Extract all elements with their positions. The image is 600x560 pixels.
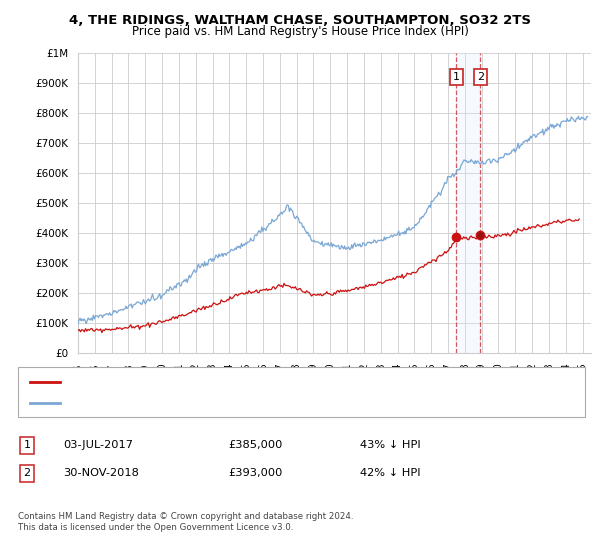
Text: HPI: Average price, detached house, Winchester: HPI: Average price, detached house, Winc… bbox=[69, 398, 332, 408]
Text: £393,000: £393,000 bbox=[228, 468, 283, 478]
Bar bbox=[457, 53, 481, 353]
Text: 1: 1 bbox=[453, 72, 460, 82]
Text: 4, THE RIDINGS, WALTHAM CHASE, SOUTHAMPTON, SO32 2TS: 4, THE RIDINGS, WALTHAM CHASE, SOUTHAMPT… bbox=[69, 14, 531, 27]
Text: 43% ↓ HPI: 43% ↓ HPI bbox=[360, 440, 421, 450]
Text: 03-JUL-2017: 03-JUL-2017 bbox=[63, 440, 133, 450]
Text: 1: 1 bbox=[23, 440, 31, 450]
Text: 42% ↓ HPI: 42% ↓ HPI bbox=[360, 468, 421, 478]
Text: 2: 2 bbox=[477, 72, 484, 82]
Text: 4, THE RIDINGS, WALTHAM CHASE, SOUTHAMPTON, SO32 2TS (detached house): 4, THE RIDINGS, WALTHAM CHASE, SOUTHAMPT… bbox=[69, 377, 508, 387]
Text: 30-NOV-2018: 30-NOV-2018 bbox=[63, 468, 139, 478]
Text: Contains HM Land Registry data © Crown copyright and database right 2024.
This d: Contains HM Land Registry data © Crown c… bbox=[18, 512, 353, 532]
Text: 2: 2 bbox=[23, 468, 31, 478]
Text: £385,000: £385,000 bbox=[228, 440, 283, 450]
Text: Price paid vs. HM Land Registry's House Price Index (HPI): Price paid vs. HM Land Registry's House … bbox=[131, 25, 469, 38]
